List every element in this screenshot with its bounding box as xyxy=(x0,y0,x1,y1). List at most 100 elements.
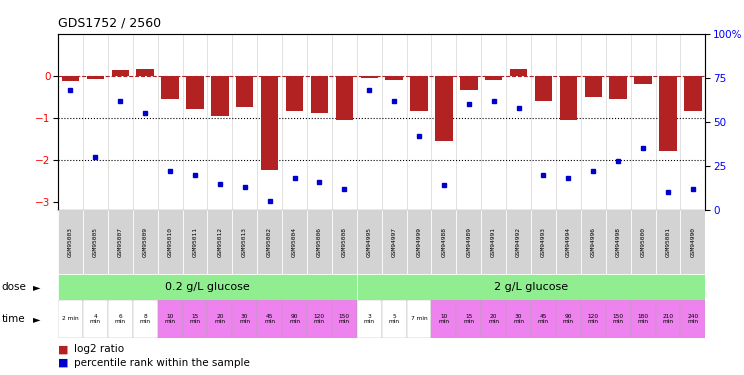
Text: GSM94988: GSM94988 xyxy=(441,227,446,257)
Bar xyxy=(410,76,428,111)
Text: 120
min: 120 min xyxy=(588,314,599,324)
Text: GSM95007: GSM95007 xyxy=(118,227,123,257)
Bar xyxy=(556,300,581,338)
Bar xyxy=(531,300,556,338)
Bar xyxy=(307,210,332,274)
Bar xyxy=(382,210,406,274)
Bar xyxy=(456,300,481,338)
Text: 7 min: 7 min xyxy=(411,316,427,321)
Bar xyxy=(108,210,132,274)
Text: ■: ■ xyxy=(58,358,68,368)
Bar xyxy=(62,76,79,81)
Text: 15
min: 15 min xyxy=(190,314,200,324)
Bar xyxy=(332,210,357,274)
Bar xyxy=(132,210,158,274)
Bar xyxy=(158,300,182,338)
Text: 15
min: 15 min xyxy=(464,314,475,324)
Text: 150
min: 150 min xyxy=(339,314,350,324)
Bar xyxy=(208,300,232,338)
Text: 0.2 g/L glucose: 0.2 g/L glucose xyxy=(165,282,250,292)
Text: 4
min: 4 min xyxy=(90,314,101,324)
Text: 2 g/L glucose: 2 g/L glucose xyxy=(494,282,568,292)
Bar xyxy=(406,210,432,274)
Bar xyxy=(86,76,104,79)
Bar xyxy=(506,300,531,338)
Bar xyxy=(136,69,154,76)
Bar xyxy=(332,300,357,338)
Text: percentile rank within the sample: percentile rank within the sample xyxy=(74,358,250,368)
Text: 5
min: 5 min xyxy=(388,314,400,324)
Bar xyxy=(257,210,282,274)
Bar xyxy=(385,76,403,80)
Text: 20
min: 20 min xyxy=(214,314,225,324)
Text: ►: ► xyxy=(33,282,40,292)
Bar xyxy=(585,76,602,97)
Bar xyxy=(609,76,627,99)
Bar xyxy=(282,300,307,338)
Text: 10
min: 10 min xyxy=(164,314,176,324)
Text: time: time xyxy=(1,314,25,324)
Text: ►: ► xyxy=(33,314,40,324)
Bar xyxy=(432,300,456,338)
Bar xyxy=(58,210,83,274)
Text: 20
min: 20 min xyxy=(488,314,499,324)
Text: 90
min: 90 min xyxy=(563,314,574,324)
Bar xyxy=(311,76,328,114)
Text: GSM95009: GSM95009 xyxy=(143,227,147,257)
Bar xyxy=(132,300,158,338)
Bar xyxy=(182,300,208,338)
Text: 150
min: 150 min xyxy=(612,314,623,324)
Text: GDS1752 / 2560: GDS1752 / 2560 xyxy=(58,17,161,30)
Bar xyxy=(581,210,606,274)
Text: GSM94993: GSM94993 xyxy=(541,227,546,257)
Bar xyxy=(182,210,208,274)
Text: 45
min: 45 min xyxy=(538,314,549,324)
Bar xyxy=(581,300,606,338)
Bar xyxy=(83,210,108,274)
Text: GSM95006: GSM95006 xyxy=(317,227,322,257)
Text: GSM95010: GSM95010 xyxy=(167,227,173,257)
Bar xyxy=(531,210,556,274)
Text: GSM94994: GSM94994 xyxy=(566,227,571,257)
Bar xyxy=(307,300,332,338)
Bar xyxy=(485,76,502,80)
Bar xyxy=(83,300,108,338)
Bar xyxy=(361,76,378,78)
Bar xyxy=(559,76,577,120)
Text: 30
min: 30 min xyxy=(513,314,524,324)
Bar xyxy=(681,300,705,338)
Bar xyxy=(435,76,452,141)
Bar xyxy=(655,300,681,338)
Text: GSM95001: GSM95001 xyxy=(665,227,670,257)
Text: GSM95008: GSM95008 xyxy=(341,227,347,257)
Text: GSM95005: GSM95005 xyxy=(93,227,98,257)
Bar xyxy=(158,210,182,274)
Text: GSM95000: GSM95000 xyxy=(641,227,646,257)
Text: GSM94999: GSM94999 xyxy=(417,227,422,257)
Text: 90
min: 90 min xyxy=(289,314,300,324)
Text: GSM94998: GSM94998 xyxy=(616,227,620,257)
Bar xyxy=(635,76,652,84)
Bar xyxy=(211,76,228,116)
Bar xyxy=(506,210,531,274)
Bar xyxy=(556,210,581,274)
Text: 240
min: 240 min xyxy=(687,314,699,324)
Bar xyxy=(681,210,705,274)
Text: GSM95004: GSM95004 xyxy=(292,227,297,257)
Text: GSM94989: GSM94989 xyxy=(466,227,471,257)
Text: 10
min: 10 min xyxy=(438,314,449,324)
Bar xyxy=(208,210,232,274)
Bar xyxy=(406,300,432,338)
Bar xyxy=(257,300,282,338)
Text: GSM94996: GSM94996 xyxy=(591,227,596,257)
Text: GSM94990: GSM94990 xyxy=(690,227,696,257)
Text: GSM94991: GSM94991 xyxy=(491,227,496,257)
Bar xyxy=(232,210,257,274)
Bar xyxy=(432,210,456,274)
Bar xyxy=(684,76,702,111)
Text: GSM95013: GSM95013 xyxy=(243,227,247,257)
Bar xyxy=(357,274,705,300)
Text: ■: ■ xyxy=(58,344,68,354)
Text: GSM95011: GSM95011 xyxy=(193,227,197,257)
Text: log2 ratio: log2 ratio xyxy=(74,344,124,354)
